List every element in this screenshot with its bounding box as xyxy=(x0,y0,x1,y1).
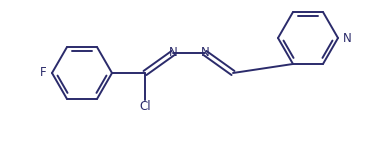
Text: N: N xyxy=(343,32,351,45)
Text: N: N xyxy=(169,46,177,60)
Text: Cl: Cl xyxy=(139,99,151,112)
Text: N: N xyxy=(201,46,209,60)
Text: F: F xyxy=(40,66,46,80)
